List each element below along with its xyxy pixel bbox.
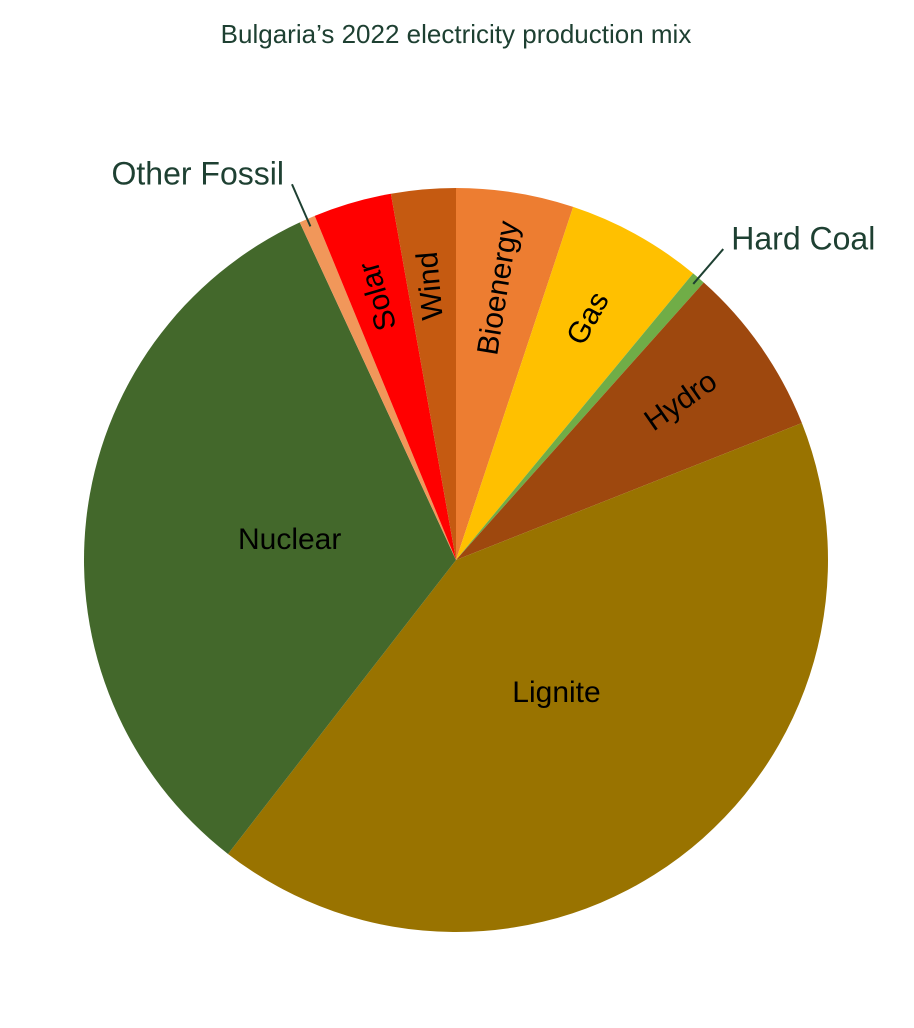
slice-label: Hard Coal [731,221,875,257]
slice-label: Lignite [512,676,600,709]
slice-label: Other Fossil [112,156,284,192]
slice-label: Nuclear [238,523,341,556]
pie-slice [314,193,456,560]
pie-slice [227,423,828,933]
slice-label: Wind [411,250,450,321]
pie-slice [456,273,704,560]
pie-slice [390,188,456,560]
pie-slice [83,222,457,854]
leader-line [692,248,725,285]
pie-slice [299,215,456,560]
pie-slice [456,206,694,561]
leader-line [291,183,312,227]
pie-slice [456,282,802,560]
chart-title: Bulgaria’s 2022 electricity production m… [221,19,692,49]
pie-slice [456,188,574,560]
